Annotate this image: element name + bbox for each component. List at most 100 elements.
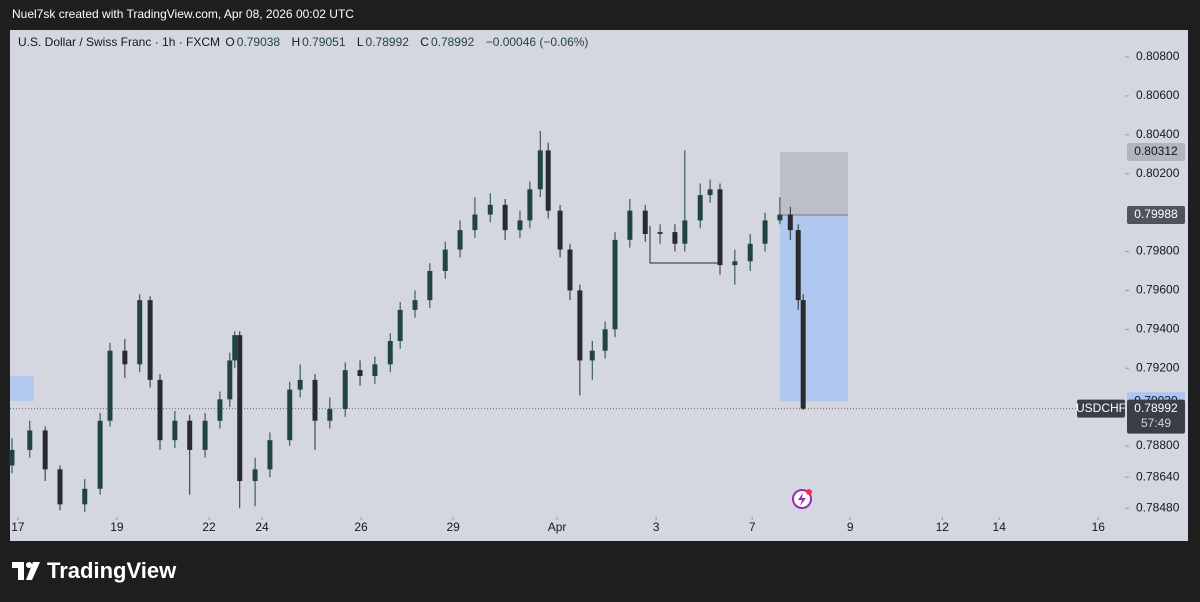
candle-body [589, 350, 595, 361]
ohlc-prefix: L [356, 35, 364, 49]
candle-body [537, 150, 543, 190]
candle-body [27, 430, 33, 450]
x-tick-label: 14 [993, 520, 1007, 534]
risk-zone [780, 214, 848, 402]
candle-body [297, 379, 303, 390]
symbol-tag [1077, 399, 1125, 418]
candle-body [107, 350, 113, 421]
candle-body [122, 350, 128, 365]
x-tick-label: 16 [1092, 520, 1106, 534]
marks: 0.80800 0.80600 0.80400 0.80200 0.79800 0.796… [9, 49, 1185, 534]
candle-body [42, 430, 48, 470]
x-tick-label: 9 [847, 520, 854, 534]
candle-body [312, 379, 318, 421]
last-price-tag [1127, 399, 1185, 434]
symbol-title: U.S. Dollar / Swiss Franc · 1h · FXCM [18, 35, 221, 49]
x-tick-label: 17 [11, 520, 25, 534]
candle-body [252, 469, 258, 482]
candle-body [717, 189, 723, 266]
candle-body [412, 300, 418, 310]
candle-body [227, 360, 233, 400]
candle-body [442, 249, 448, 271]
y-tick-label: 0.79400 [1136, 321, 1180, 335]
candle-body [202, 420, 208, 450]
logo-mark [12, 562, 24, 580]
candle-body [787, 214, 793, 231]
candle-body [472, 214, 478, 231]
candle-body [232, 335, 238, 361]
x-tick-label: 22 [202, 520, 216, 534]
candle-body [342, 370, 348, 410]
ohlc-value: 0.79038 [236, 35, 281, 49]
candle-body [387, 340, 393, 365]
ohlc-prefix: O [225, 35, 235, 49]
y-tick-label: 0.78800 [1136, 438, 1180, 452]
target-zone [780, 151, 848, 215]
last-price-label: 0.78992 [1134, 401, 1178, 415]
y-tick-label: 0.80200 [1136, 166, 1180, 180]
price-tag [1127, 142, 1185, 161]
candle-body [627, 210, 633, 240]
ohlc-prefix: H [291, 35, 301, 49]
symbol-tag-label: USDCHF [1076, 401, 1126, 415]
candle-body [602, 329, 608, 351]
x-tick-label: 3 [653, 520, 660, 534]
candle-body [82, 488, 88, 505]
y-tick-label: 0.78480 [1136, 500, 1180, 514]
candle-body [397, 309, 403, 341]
price-tag-label: 0.79988 [1134, 207, 1178, 221]
price-tag [1127, 205, 1185, 224]
candle-body [137, 300, 143, 365]
candle-body [172, 420, 178, 441]
x-tick-label: 26 [354, 520, 368, 534]
candle-body [577, 290, 583, 361]
x-tick-label: 12 [936, 520, 950, 534]
candle-body [557, 210, 563, 250]
y-tick-label: 0.80800 [1136, 49, 1180, 63]
candle-body [457, 230, 463, 250]
candle-body [795, 230, 801, 301]
y-tick-label: 0.79200 [1136, 360, 1180, 374]
candle-body [327, 409, 333, 421]
candle-body [762, 220, 768, 244]
candle-body [657, 232, 663, 235]
plot-area [10, 30, 1188, 541]
x-tick-label: 24 [255, 520, 269, 534]
candle-body [9, 449, 15, 466]
alert-bolt [798, 493, 806, 506]
candle-body [747, 243, 753, 262]
candle-body [157, 379, 163, 441]
candle-body [545, 150, 551, 211]
ohlc-value: 0.78992 [430, 35, 475, 49]
ohlc-value: 0.78992 [365, 35, 409, 49]
candle-body [287, 389, 293, 441]
countdown: 57:49 [1141, 416, 1171, 430]
top-bar-text: Nuel7sk created with TradingView.com, Ap… [12, 7, 354, 21]
candle-body [707, 189, 713, 196]
x-tick-label: 19 [110, 520, 124, 534]
candle-body [567, 249, 573, 291]
candle-body [777, 214, 783, 221]
candle-body [800, 300, 806, 409]
candle-body [732, 261, 738, 266]
zone-box [10, 376, 34, 401]
price-tag-label: 0.80312 [1134, 144, 1178, 158]
candle-body [682, 220, 688, 244]
candle-body [57, 469, 63, 505]
brand: TradingView [47, 558, 177, 583]
x-tick-label: 29 [446, 520, 460, 534]
ohlc-value: 0.79051 [302, 35, 346, 49]
candle-body [357, 370, 363, 376]
candle-body [267, 440, 273, 470]
logo [12, 562, 40, 580]
candle-body [612, 239, 618, 330]
candle-body [217, 399, 223, 421]
y-tick-label: 0.79800 [1136, 244, 1180, 258]
logo-mark [26, 562, 32, 568]
candle-body [502, 204, 508, 231]
y-tick-label: 0.79600 [1136, 283, 1180, 297]
candle-body [427, 270, 433, 301]
